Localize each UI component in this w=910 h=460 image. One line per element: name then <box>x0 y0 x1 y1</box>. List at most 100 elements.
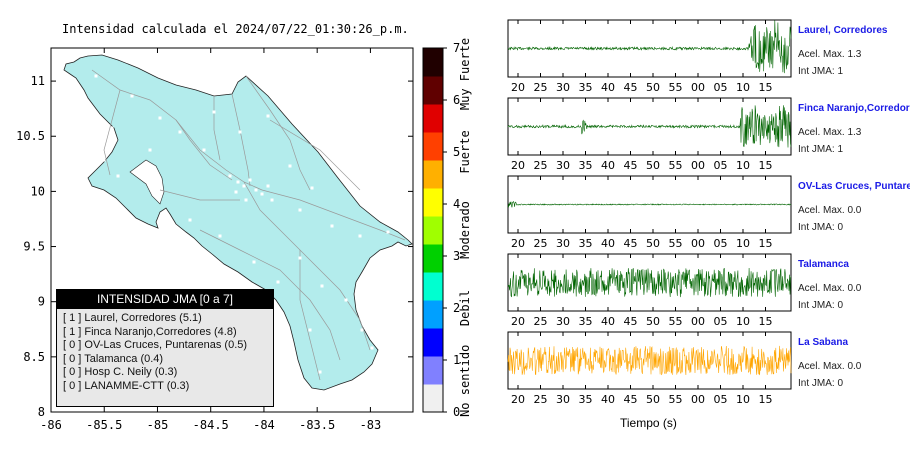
colorbar-tick-label: 1 <box>453 353 460 367</box>
map-x-tick-label: -85.5 <box>86 418 122 432</box>
station-accel: Acel. Max. 1.3 <box>798 49 862 60</box>
colorbar-segment <box>423 48 443 77</box>
colorbar-category-label: Muy Fuerte <box>458 38 472 110</box>
town-marker <box>298 256 302 260</box>
town-marker <box>188 218 192 222</box>
town-marker <box>318 370 322 374</box>
colorbar-segment <box>423 216 443 245</box>
town-marker <box>236 180 240 184</box>
colorbar-tick-label: 6 <box>453 93 460 107</box>
colorbar-segment <box>423 160 443 189</box>
colorbar-segment <box>423 272 443 301</box>
town-marker <box>158 116 162 120</box>
road-line <box>213 96 221 161</box>
map-y-tick-label: 9.5 <box>23 240 45 254</box>
map-x-tick-label: -84 <box>253 418 275 432</box>
station-accel: Acel. Max. 1.3 <box>798 127 862 138</box>
town-marker <box>130 94 134 98</box>
road-line <box>91 69 263 191</box>
station-jma: Int JMA: 1 <box>798 144 844 155</box>
town-marker <box>116 174 120 178</box>
town-marker <box>218 234 222 238</box>
town-marker <box>238 130 242 134</box>
road-line <box>103 89 121 176</box>
station-jma: Int JMA: 0 <box>798 300 844 311</box>
road-line <box>175 119 233 181</box>
colorbar-category-label: Moderado <box>458 201 472 259</box>
station-accel: Acel. Max. 0.0 <box>798 283 862 294</box>
colorbar-frame <box>422 47 444 413</box>
town-marker <box>266 114 270 118</box>
town-marker <box>330 224 334 228</box>
town-marker <box>252 260 256 264</box>
colorbar-category-label: No sentido <box>458 345 472 417</box>
colorbar-tick-label: 5 <box>453 145 460 159</box>
road-line <box>159 189 240 201</box>
town-marker <box>344 298 348 302</box>
intensity-legend: INTENSIDAD JMA [0 a 7] [ 1 ] Laurel, Cor… <box>56 289 274 407</box>
waveform-x-label: Tiempo (s) <box>620 416 677 430</box>
town-marker <box>266 184 270 188</box>
legend-item: [ 0 ] Hosp C. Neily (0.3) <box>63 366 178 378</box>
station-jma: Int JMA: 0 <box>798 222 844 233</box>
map-y-tick-label: 10 <box>31 184 45 198</box>
colorbar-segment <box>423 188 443 217</box>
town-marker <box>234 190 238 194</box>
map-y-tick-label: 9 <box>38 295 45 309</box>
map-y-tick-label: 8 <box>38 405 45 419</box>
town-marker <box>110 126 114 130</box>
colorbar-segment <box>423 76 443 105</box>
colorbar-segment <box>423 300 443 329</box>
town-marker <box>228 174 232 178</box>
road-line <box>199 229 341 361</box>
map-x-tick-label: -84.5 <box>193 418 229 432</box>
town-marker <box>248 178 252 182</box>
legend-item: [ 0 ] LANAMME-CTT (0.3) <box>63 379 190 392</box>
town-marker <box>320 284 324 288</box>
legend-item: [ 0 ] OV-Las Cruces, Puntarenas (0.5) <box>63 339 248 351</box>
town-marker <box>386 230 390 234</box>
town-marker <box>244 198 248 202</box>
gulf-of-nicoya <box>129 159 165 205</box>
road-line <box>269 119 361 191</box>
map-x-tick-label: -83 <box>360 418 382 432</box>
station-accel: Acel. Max. 0.0 <box>798 361 862 372</box>
colorbar-segment <box>423 356 443 385</box>
legend-item: [ 1 ] Laurel, Corredores (5.1) <box>63 312 202 324</box>
town-marker <box>260 192 264 196</box>
map-x-tick-label: -85 <box>147 418 169 432</box>
town-marker <box>370 346 374 350</box>
colorbar-tick-label: 0 <box>453 405 460 419</box>
colorbar-tick-label: 4 <box>453 197 460 211</box>
map-y-tick-label: 10.5 <box>16 129 45 143</box>
costa-rica-land <box>63 54 413 391</box>
colorbar-tick-label: 3 <box>453 249 460 263</box>
station-jma: Int JMA: 1 <box>798 66 844 77</box>
town-marker <box>148 148 152 152</box>
colorbar-segment <box>423 104 443 133</box>
colorbar-segment <box>423 132 443 161</box>
map-title: Intensidad calculada el 2024/07/22_01:30… <box>62 22 409 36</box>
road-line <box>299 250 321 381</box>
station-jma: Int JMA: 0 <box>798 378 844 389</box>
colorbar-segment <box>423 244 443 273</box>
road-line <box>243 181 371 351</box>
town-marker <box>102 158 106 162</box>
town-marker <box>358 234 362 238</box>
town-marker <box>324 138 328 142</box>
legend-item: [ 1 ] Finca Naranjo,Corredores (4.8) <box>63 325 237 338</box>
town-marker <box>212 110 216 114</box>
town-marker <box>360 328 364 332</box>
intensity-colorbar: 7 6 5 4 3 2 1 0 Muy Fuerte Fuerte Moderado Debil No… <box>422 38 472 419</box>
town-marker <box>202 148 206 152</box>
colorbar-segment <box>423 384 443 413</box>
station-name: Talamanca <box>798 259 849 270</box>
town-marker <box>242 184 246 188</box>
town-marker <box>276 280 280 284</box>
colorbar-category-label: Debil <box>458 290 472 326</box>
colorbar-segment <box>423 328 443 357</box>
town-marker <box>298 208 302 212</box>
legend-title: INTENSIDAD JMA [0 a 7] <box>57 290 273 309</box>
station-name: OV-Las Cruces, Puntarenas <box>798 181 910 192</box>
town-marker <box>310 186 314 190</box>
